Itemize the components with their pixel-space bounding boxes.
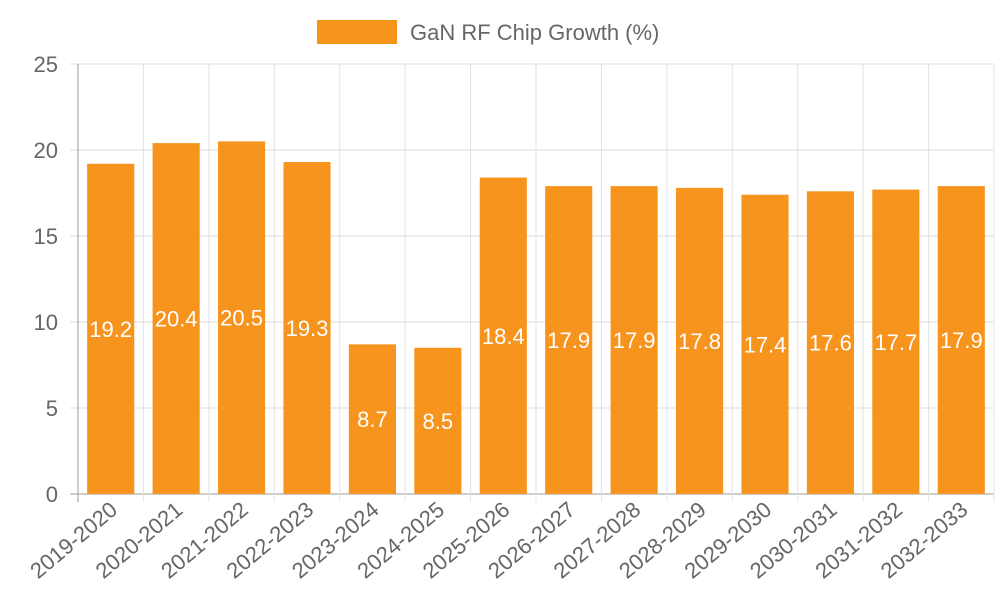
- bar[interactable]: [806, 191, 854, 494]
- bar[interactable]: [741, 194, 789, 494]
- bar[interactable]: [218, 141, 266, 494]
- legend-swatch: [317, 20, 397, 44]
- data-label: 8.5: [423, 409, 454, 434]
- y-tick-label: 0: [46, 482, 58, 507]
- data-label: 17.9: [940, 328, 983, 353]
- bar[interactable]: [937, 186, 985, 494]
- data-label: 19.2: [89, 317, 132, 342]
- data-label: 8.7: [357, 407, 388, 432]
- data-label: 17.6: [809, 331, 852, 356]
- data-label: 20.5: [220, 306, 263, 331]
- grid: [70, 63, 995, 502]
- bar[interactable]: [676, 187, 724, 494]
- bar[interactable]: [610, 186, 658, 494]
- y-tick-label: 5: [46, 396, 58, 421]
- legend-label: GaN RF Chip Growth (%): [410, 20, 659, 45]
- bar[interactable]: [479, 177, 527, 494]
- data-labels: 19.2 20.4 20.5 19.3 8.7 8.5 18.4 17.9 17.9 17.8 17…: [89, 306, 982, 434]
- y-tick-label: 15: [34, 224, 58, 249]
- y-tick-label: 20: [34, 138, 58, 163]
- data-label: 18.4: [482, 324, 525, 349]
- y-tick-label: 25: [34, 52, 58, 77]
- bar[interactable]: [545, 186, 593, 494]
- y-tick-label: 10: [34, 310, 58, 335]
- bar[interactable]: [87, 163, 135, 494]
- bars: [87, 141, 985, 495]
- bar[interactable]: [414, 347, 462, 494]
- bar[interactable]: [152, 143, 200, 494]
- data-label: 17.9: [613, 328, 656, 353]
- bar[interactable]: [872, 189, 920, 494]
- bar[interactable]: [348, 344, 396, 494]
- data-label: 17.8: [678, 329, 721, 354]
- legend[interactable]: GaN RF Chip Growth (%): [317, 20, 659, 45]
- data-label: 20.4: [155, 307, 198, 332]
- data-label: 19.3: [286, 316, 329, 341]
- data-label: 17.7: [874, 330, 917, 355]
- data-label: 17.4: [744, 332, 787, 357]
- data-label: 17.9: [547, 328, 590, 353]
- bar[interactable]: [283, 162, 331, 495]
